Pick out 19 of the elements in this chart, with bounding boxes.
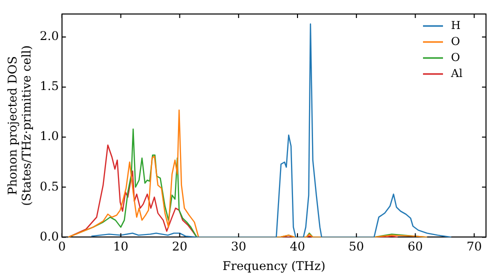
y-axis-title: Phonon projected DOS (States/THz·primitive cell) [5, 45, 34, 206]
y-tick-label: 0.5 [40, 179, 59, 194]
x-tick-label: 40 [290, 240, 306, 254]
legend-label: O [451, 50, 460, 64]
x-axis-title: Frequency (THz) [222, 258, 326, 273]
legend-label: Al [450, 66, 463, 80]
x-tick-label: 10 [113, 240, 128, 254]
x-tick-label: 20 [172, 240, 188, 254]
y-tick-label: 0.0 [40, 229, 59, 244]
legend-label: O [451, 34, 460, 48]
x-tick-label: 50 [348, 240, 364, 254]
y-tick-label: 1.5 [40, 79, 59, 94]
y-tick-label: 2.0 [40, 29, 59, 44]
x-tick-label: 0 [58, 240, 66, 254]
x-tick-label: 30 [230, 240, 246, 254]
y-tick-label: 1.0 [40, 129, 59, 144]
x-tick-label: 70 [466, 240, 482, 254]
legend-label: H [451, 18, 461, 32]
x-tick-label: 60 [408, 240, 423, 254]
